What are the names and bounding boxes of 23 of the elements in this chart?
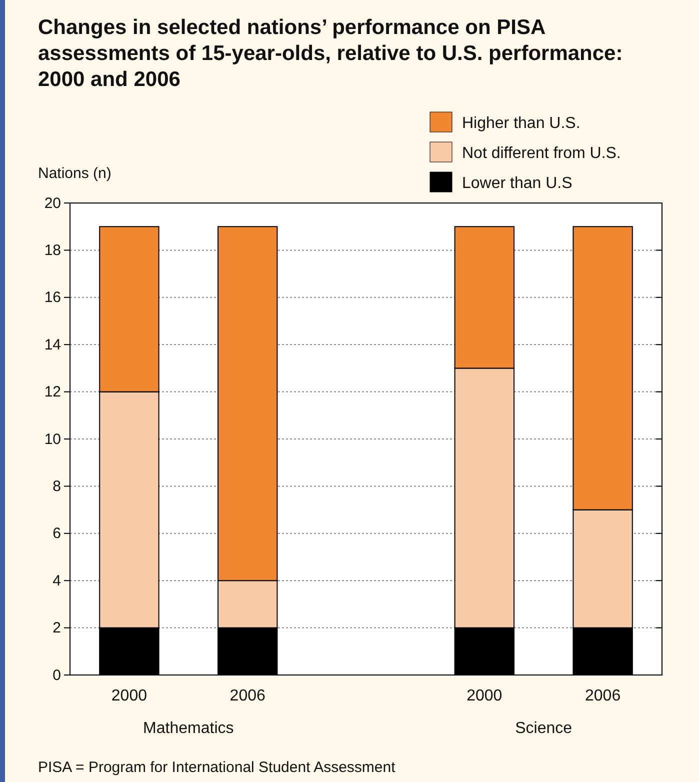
y-tick-label: 12 xyxy=(44,384,61,401)
chart-title: Changes in selected nations’ performance on PISA assessments of 15-year-olds, relative to U.S. performance: 2000 and 2006 xyxy=(38,16,623,91)
y-tick-label: 20 xyxy=(44,194,61,212)
y-tick-label: 0 xyxy=(52,666,61,684)
y-tick-label: 6 xyxy=(52,525,61,542)
legend-label: Not different from U.S. xyxy=(462,145,621,162)
y-tick-label: 4 xyxy=(52,572,61,590)
y-tick-label: 16 xyxy=(44,289,61,306)
y-tick-label: 8 xyxy=(52,478,61,495)
x-tick-label: 2000 xyxy=(111,687,148,704)
y-axis-title: Nations (n) xyxy=(38,165,112,182)
x-tick-label: 2000 xyxy=(466,687,502,704)
legend-label: Higher than U.S. xyxy=(462,115,580,132)
x-tick-label: 2006 xyxy=(585,687,621,704)
y-tick-label: 2 xyxy=(52,620,61,637)
x-tick-label: 2006 xyxy=(230,687,266,704)
y-tick-label: 18 xyxy=(44,242,61,259)
text: Mathematics xyxy=(143,720,234,737)
text: Science xyxy=(515,720,572,737)
y-tick-label: 10 xyxy=(44,430,61,448)
y-tick-label: 14 xyxy=(44,336,61,354)
legend-label: Lower than U.S xyxy=(462,175,572,192)
text: PISA = Program for International Student Assessment xyxy=(38,759,396,776)
